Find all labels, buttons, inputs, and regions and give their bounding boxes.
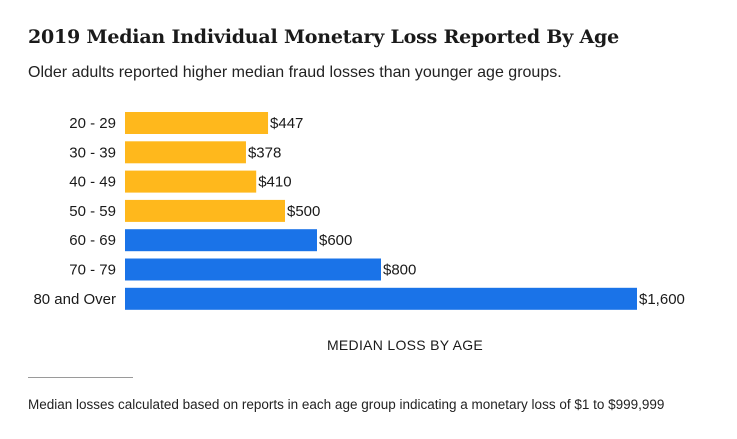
- bar: [125, 199, 285, 222]
- data-label: $447: [270, 115, 303, 132]
- x-axis-label: MEDIAN LOSS BY AGE: [327, 337, 483, 353]
- category-label: 50 - 59: [69, 203, 116, 220]
- category-label: 40 - 49: [69, 174, 116, 191]
- data-label: $500: [287, 203, 320, 220]
- bar: [125, 287, 637, 310]
- category-label: 80 and Over: [33, 291, 116, 308]
- footnote: Median losses calculated based on report…: [28, 397, 665, 412]
- category-label: 30 - 39: [69, 144, 116, 161]
- data-label: $378: [248, 144, 281, 161]
- data-label: $800: [383, 262, 416, 279]
- chart-title: 2019 Median Individual Monetary Loss Rep…: [28, 26, 620, 48]
- data-label: $410: [258, 174, 291, 191]
- footnote-divider: [28, 377, 133, 378]
- bar: [125, 141, 246, 164]
- bar: [125, 258, 381, 281]
- category-label: 60 - 69: [69, 232, 116, 249]
- bar: [125, 112, 269, 134]
- bar: [125, 170, 257, 193]
- data-label: $600: [319, 232, 352, 249]
- bars-layer: 20 - 29 $447 30 - 39 $378 40 - 49 $410 50 - 59…: [33, 112, 685, 310]
- category-label: 20 - 29: [69, 115, 116, 132]
- bar: [125, 229, 317, 252]
- data-label: $1,600: [639, 291, 685, 308]
- chart-subtitle: Older adults reported higher median frau…: [28, 64, 562, 81]
- category-label: 70 - 79: [69, 262, 116, 279]
